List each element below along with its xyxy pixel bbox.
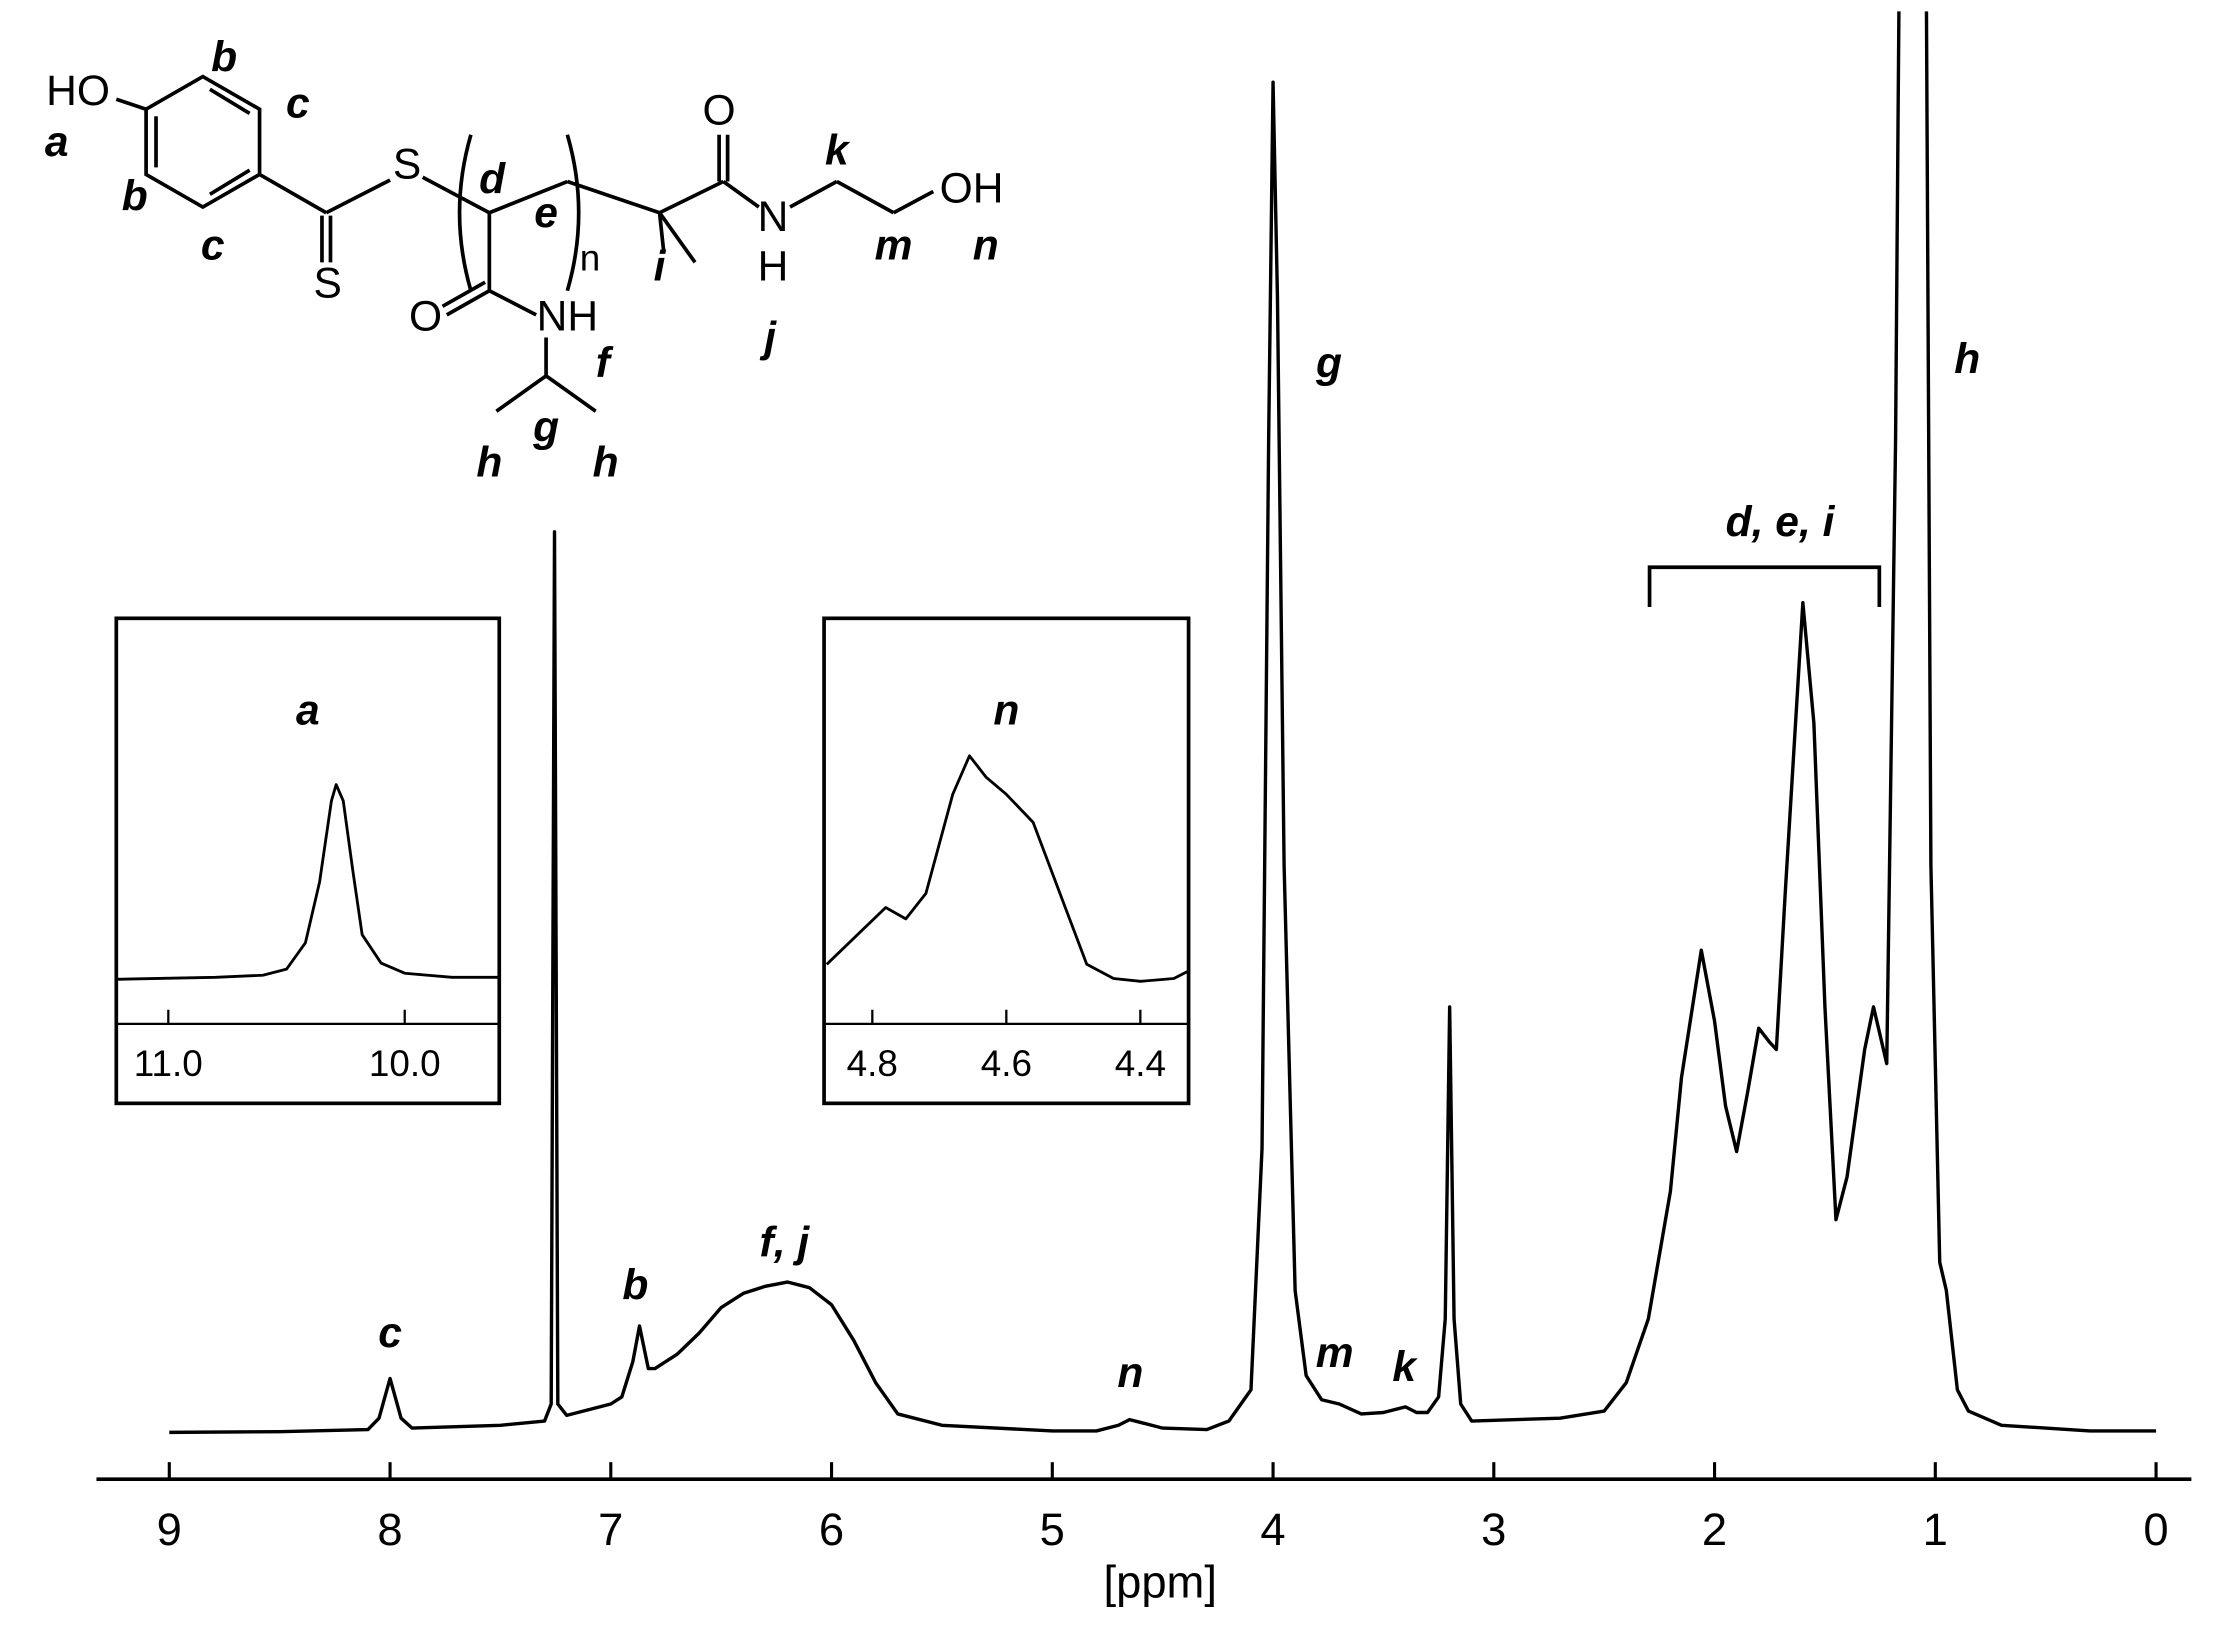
position-label: n	[973, 221, 999, 269]
spectrum-line	[116, 783, 500, 981]
position-label: i	[654, 243, 667, 291]
x-tick-label: 9	[157, 1504, 182, 1555]
x-tick-label: 1	[1923, 1504, 1948, 1555]
range-bracket	[1647, 565, 1882, 607]
peak-label: n	[1117, 1349, 1143, 1397]
x-tick-label: 0	[2143, 1504, 2168, 1555]
inset-title: a	[296, 687, 320, 735]
x-tick-label: 8	[377, 1504, 402, 1555]
position-label: m	[875, 221, 913, 269]
peak-label: m	[1316, 1329, 1354, 1377]
atom-label: H	[758, 243, 789, 291]
peak-label: h	[1954, 335, 1980, 383]
inset-frame	[822, 616, 1191, 1106]
atom-label: S	[313, 260, 341, 308]
position-label: g	[532, 403, 559, 451]
x-tick-label: 3	[1481, 1504, 1506, 1555]
inset-title: n	[993, 687, 1019, 735]
peak-label: b	[622, 1261, 648, 1309]
x-tick-label: 4	[1260, 1504, 1285, 1555]
peak-label: k	[1392, 1343, 1418, 1391]
x-tick-label: 2	[1702, 1504, 1727, 1555]
x-tick-label: 4.4	[1115, 1043, 1166, 1084]
atom-label: n	[580, 238, 601, 279]
x-tick-label: 5	[1040, 1504, 1065, 1555]
atom-label: N	[758, 193, 789, 241]
x-axis-label: [ppm]	[1103, 1557, 1216, 1608]
x-tick-label: 10.0	[369, 1043, 441, 1084]
atom-label: O	[409, 292, 442, 340]
position-label: h	[476, 438, 502, 486]
peak-label: g	[1315, 339, 1342, 387]
spectrum-line	[825, 754, 1188, 983]
position-label: h	[593, 438, 619, 486]
x-tick-label: 11.0	[134, 1043, 203, 1084]
peak-label: d, e, i	[1726, 498, 1836, 546]
inset-frame	[114, 616, 502, 1106]
atom-label: OH	[940, 165, 1004, 213]
x-tick-label: 4.8	[847, 1043, 898, 1084]
x-tick-label: 6	[819, 1504, 844, 1555]
atom-label: S	[393, 141, 421, 189]
spectrum-line	[169, 11, 2157, 1435]
peak-label: f, j	[760, 1218, 811, 1266]
position-label: f	[596, 339, 614, 387]
peak-label: c	[378, 1309, 402, 1357]
position-label: b	[211, 33, 237, 81]
x-tick-label: 4.6	[981, 1043, 1032, 1084]
atom-label: O	[703, 87, 736, 135]
position-label: c	[201, 221, 225, 269]
atom-label: HO	[46, 67, 110, 115]
position-label: e	[534, 189, 558, 237]
position-label: c	[286, 80, 310, 128]
position-label: d	[479, 155, 506, 203]
position-label: b	[122, 172, 148, 220]
structure-bonds	[115, 74, 935, 413]
position-label: k	[825, 126, 851, 174]
x-tick-label: 7	[598, 1504, 623, 1555]
atom-label: NH	[537, 292, 598, 340]
position-label: j	[759, 314, 777, 362]
position-label: a	[45, 118, 69, 166]
